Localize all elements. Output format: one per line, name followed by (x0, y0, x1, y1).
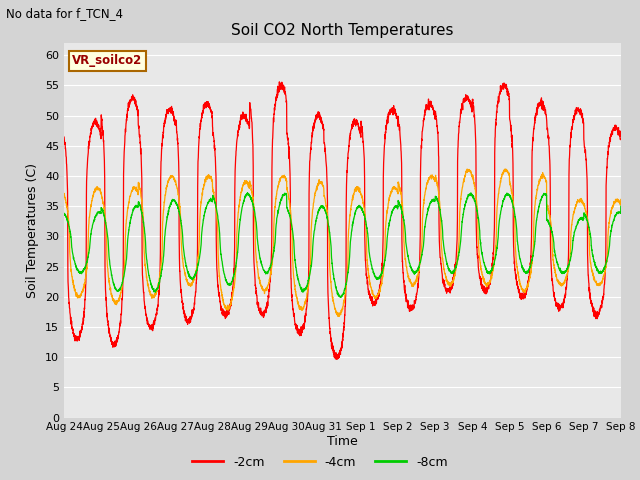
-8cm (60, 211, 68, 217)
-4cm (335, 313, 343, 319)
-2cm (275, 79, 283, 85)
-8cm (397, 204, 404, 209)
-4cm (406, 280, 414, 286)
-8cm (179, 243, 187, 249)
Legend: -2cm, -4cm, -8cm: -2cm, -4cm, -8cm (187, 451, 453, 474)
-4cm (617, 197, 625, 203)
Text: No data for f_TCN_4: No data for f_TCN_4 (6, 7, 124, 20)
-2cm (564, 261, 572, 266)
Line: -2cm: -2cm (64, 82, 621, 360)
Title: Soil CO2 North Temperatures: Soil CO2 North Temperatures (231, 23, 454, 38)
Line: -4cm: -4cm (64, 169, 621, 316)
-8cm (407, 265, 415, 271)
-4cm (179, 263, 187, 269)
-8cm (244, 190, 252, 195)
-2cm (407, 307, 415, 313)
X-axis label: Time: Time (327, 435, 358, 448)
-4cm (60, 191, 68, 196)
-8cm (617, 204, 625, 209)
-2cm (179, 307, 187, 312)
-4cm (397, 189, 404, 195)
-4cm (617, 202, 625, 207)
-2cm (617, 136, 625, 142)
Line: -8cm: -8cm (64, 192, 621, 297)
-4cm (216, 273, 223, 278)
-2cm (216, 292, 223, 298)
-8cm (564, 264, 572, 269)
-8cm (337, 294, 344, 300)
-8cm (216, 229, 223, 235)
-8cm (617, 210, 625, 216)
Y-axis label: Soil Temperatures (C): Soil Temperatures (C) (26, 163, 40, 298)
Text: VR_soilco2: VR_soilco2 (72, 54, 143, 67)
-2cm (60, 134, 68, 140)
-2cm (397, 147, 404, 153)
-4cm (463, 166, 471, 172)
-2cm (333, 357, 340, 362)
-4cm (564, 264, 572, 270)
-2cm (617, 137, 625, 143)
